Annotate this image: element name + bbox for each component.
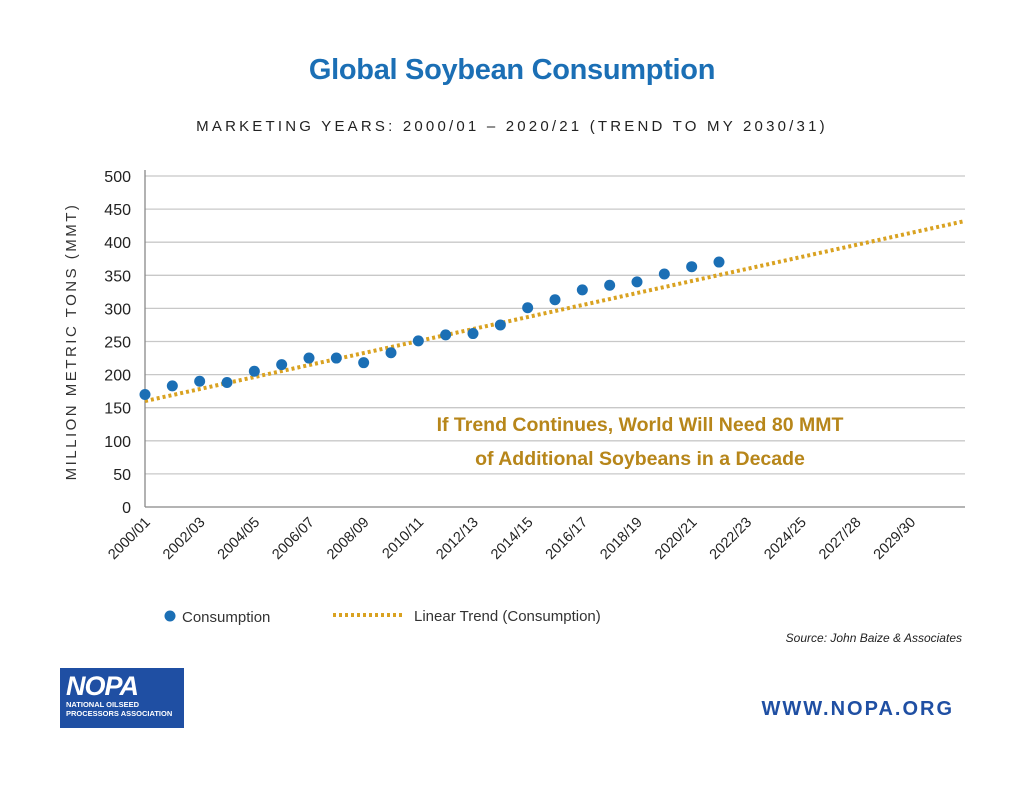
data-point	[713, 256, 725, 268]
chart-title: Global Soybean Consumption	[308, 54, 716, 86]
y-tick-label: 400	[104, 235, 131, 252]
y-tick-label: 0	[122, 500, 131, 517]
data-point	[358, 357, 370, 369]
annotation-text: If Trend Continues, World Will Need 80 M…	[437, 414, 844, 436]
data-point	[494, 319, 506, 331]
logo-subtitle: National Oilseed Processors Association	[66, 700, 173, 718]
x-tick-label: 2004/05	[215, 515, 263, 563]
y-tick-label: 300	[104, 301, 131, 318]
annotation-text: of Additional Soybeans in a Decade	[475, 448, 805, 470]
data-point	[412, 335, 424, 347]
data-point	[576, 284, 588, 296]
x-tick-label: 2010/11	[380, 515, 428, 563]
data-point	[139, 388, 151, 400]
data-point	[604, 279, 616, 291]
y-tick-label: 250	[104, 335, 131, 352]
x-tick-label: 2008/09	[324, 515, 372, 563]
data-point	[686, 261, 698, 273]
x-tick-label: 2027/28	[816, 515, 864, 563]
data-point	[385, 347, 397, 359]
data-point	[440, 329, 452, 341]
data-point	[467, 328, 479, 340]
source-note: Source: John Baize & Associates	[785, 631, 962, 645]
data-point	[248, 365, 260, 377]
x-tick-label: 2002/03	[160, 515, 208, 563]
y-axis-label: MILLION METRIC TONS (MMT)	[63, 203, 80, 481]
chart-subtitle: MARKETING YEARS: 2000/01 – 2020/21 (TREN…	[196, 118, 828, 135]
data-point	[330, 352, 342, 364]
x-tick-label: 2000/01	[105, 515, 153, 563]
x-tick-label: 2022/23	[707, 515, 755, 563]
y-tick-label: 50	[113, 467, 131, 484]
data-point	[194, 375, 206, 387]
legend-label-trend: Linear Trend (Consumption)	[414, 608, 601, 625]
y-tick-label: 200	[104, 368, 131, 385]
data-point	[658, 268, 670, 280]
data-point	[276, 359, 288, 371]
x-tick-label: 2018/19	[597, 515, 645, 563]
legend-label-consumption: Consumption	[182, 609, 270, 626]
y-tick-label: 500	[104, 169, 131, 186]
x-tick-label: 2006/07	[269, 515, 317, 563]
x-tick-label: 2024/25	[761, 515, 809, 563]
data-point	[549, 294, 561, 306]
x-tick-label: 2012/13	[433, 515, 481, 563]
x-tick-label: 2029/30	[871, 515, 919, 563]
x-tick-label: 2014/15	[488, 515, 536, 563]
x-tick-label: 2016/17	[543, 515, 591, 563]
y-tick-label: 150	[104, 401, 131, 418]
legend-marker-consumption	[164, 610, 176, 622]
data-point	[522, 302, 534, 314]
data-point	[303, 352, 315, 364]
y-tick-label: 450	[104, 202, 131, 219]
logo-wordmark: NOPA	[66, 671, 139, 701]
data-point	[631, 276, 643, 288]
nopa-logo: NOPA National Oilseed Processors Associa…	[60, 668, 184, 728]
y-tick-label: 100	[104, 434, 131, 451]
data-point	[221, 377, 233, 389]
trend-line	[144, 219, 966, 404]
website-link[interactable]: WWW.NOPA.ORG	[761, 698, 954, 720]
y-tick-label: 350	[104, 268, 131, 285]
data-point	[166, 380, 178, 392]
x-tick-label: 2020/21	[652, 515, 700, 563]
